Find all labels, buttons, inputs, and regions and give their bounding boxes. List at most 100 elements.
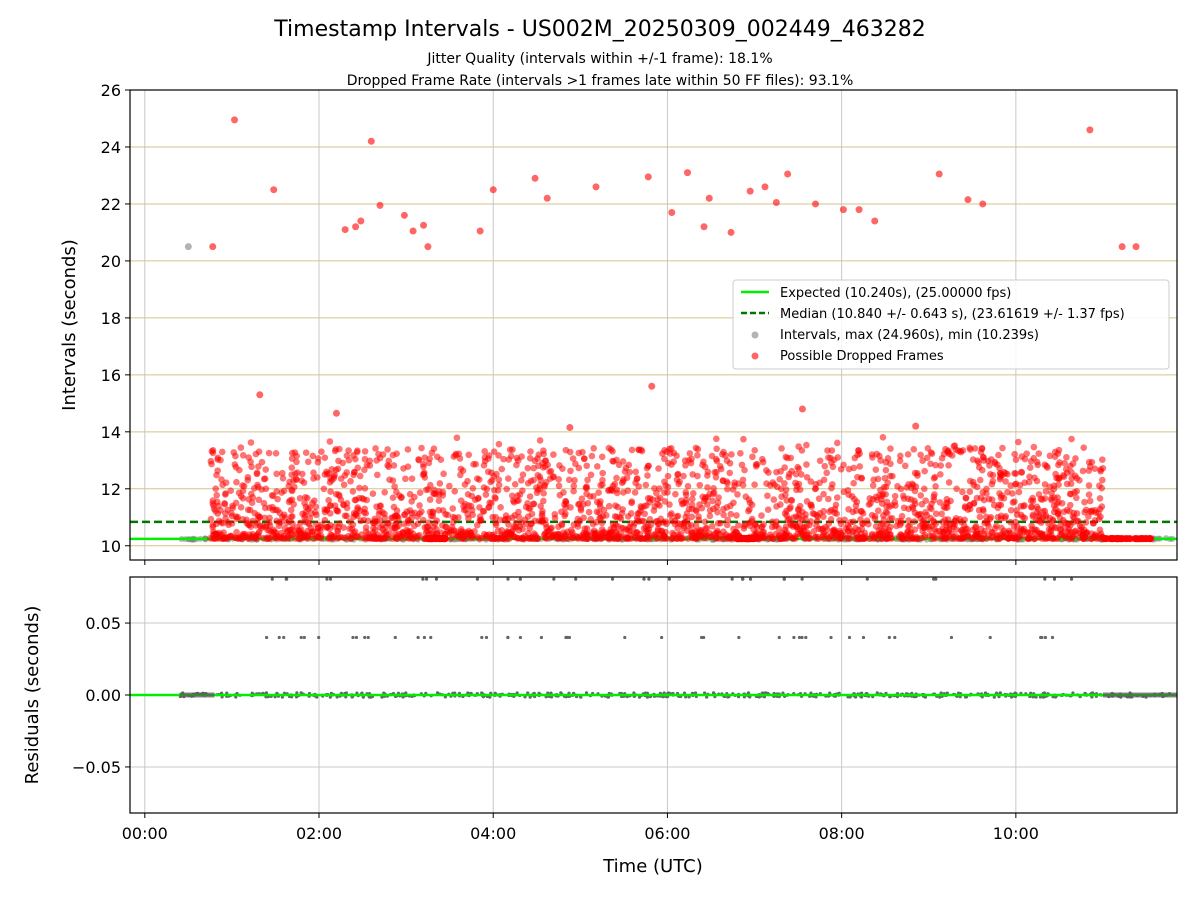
dropped-frame-point	[984, 457, 992, 465]
residual-point	[763, 691, 768, 695]
dropped-frame-point	[426, 496, 434, 503]
dropped-frame-point	[389, 514, 397, 521]
dropped-frame-point	[426, 455, 433, 462]
legend-intervals-label: Intervals, max (24.960s), min (10.239s)	[780, 328, 1039, 343]
dropped-frame-point	[502, 515, 509, 523]
outlier-point	[772, 199, 780, 207]
residual-point	[559, 691, 563, 695]
dropped-frame-point	[299, 470, 306, 478]
residual-point	[660, 635, 664, 640]
y-tick-label: 10	[101, 537, 121, 556]
dropped-frame-point	[873, 450, 881, 458]
y-tick-label: 12	[101, 480, 121, 499]
dropped-frame-point	[343, 512, 350, 520]
dropped-frame-point	[704, 484, 711, 491]
dropped-frame-point	[232, 499, 240, 507]
legend-intervals-marker	[751, 331, 759, 339]
dropped-frame-point	[416, 502, 423, 509]
dropped-frame-point	[793, 486, 800, 494]
dropped-frame-point	[863, 517, 871, 524]
dropped-frame-point	[654, 500, 661, 508]
dropped-frame-point	[769, 535, 776, 542]
dropped-frame-point	[1023, 450, 1030, 457]
dropped-frame-point	[609, 457, 616, 465]
y-tick-label: 16	[101, 366, 121, 385]
dropped-frame-point	[509, 514, 516, 521]
outlier-point	[761, 183, 769, 191]
dropped-frame-point	[789, 521, 797, 528]
dropped-frame-point	[872, 466, 880, 473]
chart-subtitle-jitter: Jitter Quality (intervals within +/-1 fr…	[426, 51, 772, 67]
dropped-frame-point	[1055, 446, 1063, 454]
dropped-frame-point	[503, 530, 511, 537]
dropped-frame-point	[1114, 535, 1122, 543]
dropped-frame-point	[279, 475, 287, 482]
dropped-frame-point	[627, 510, 635, 517]
dropped-frame-point	[1007, 518, 1014, 526]
dropped-frame-point	[1033, 503, 1041, 511]
outlier-point	[409, 227, 417, 235]
residual-point	[848, 695, 852, 699]
dropped-frame-point	[599, 481, 606, 489]
dropped-frame-point	[352, 496, 360, 504]
dropped-frame-point	[385, 463, 393, 471]
dropped-frame-point	[703, 524, 711, 532]
dropped-frame-point	[996, 490, 1003, 497]
residual-point	[1050, 635, 1055, 640]
residual-point	[800, 577, 804, 581]
dropped-frame-point	[597, 514, 605, 522]
dropped-frame-point	[877, 457, 884, 464]
dropped-frame-point	[686, 450, 694, 457]
dropped-frame-point	[577, 506, 585, 514]
dropped-frame-point	[520, 535, 527, 542]
dropped-frame-point	[421, 454, 428, 461]
dropped-frame-point	[759, 528, 766, 536]
dropped-frame-point	[664, 472, 672, 480]
dropped-frame-point	[1079, 467, 1087, 475]
dropped-frame-point	[446, 529, 453, 536]
dropped-frame-point	[678, 500, 686, 508]
dropped-frame-point	[623, 534, 630, 542]
dropped-frame-point	[272, 449, 280, 457]
dropped-frame-point	[570, 534, 577, 542]
dropped-frame-point	[980, 530, 988, 538]
residual-point	[645, 695, 650, 699]
dropped-frame-point	[381, 489, 388, 496]
dropped-frame-point	[531, 517, 539, 525]
dropped-frame-point	[689, 495, 696, 503]
dropped-frame-point	[901, 462, 909, 470]
dropped-frame-point	[978, 466, 986, 474]
dropped-frame-point	[1011, 498, 1018, 505]
dropped-frame-point	[1043, 462, 1050, 470]
dropped-frame-point	[1005, 535, 1012, 542]
residual-point	[424, 577, 429, 581]
dropped-frame-point	[494, 487, 502, 494]
dropped-frame-point	[526, 525, 533, 532]
dropped-frame-point	[891, 492, 899, 500]
dropped-frame-point	[528, 534, 536, 541]
dropped-frame-point	[408, 510, 415, 517]
dropped-frame-point	[775, 531, 783, 539]
dropped-frame-point	[987, 513, 995, 521]
dropped-frame-point	[807, 501, 814, 509]
dropped-frame-point	[752, 521, 759, 528]
dropped-frame-point	[1101, 535, 1109, 543]
dropped-frame-point	[650, 507, 658, 514]
dropped-frame-point	[618, 479, 626, 487]
residual-point	[317, 635, 321, 640]
outlier-point	[367, 137, 375, 145]
dropped-frame-point	[365, 530, 372, 538]
chart-subtitle-dropped: Dropped Frame Rate (intervals >1 frames …	[347, 73, 854, 89]
dropped-frame-point	[845, 533, 852, 541]
residual-point	[564, 635, 568, 640]
dropped-frame-point	[212, 507, 219, 515]
outlier-point	[270, 186, 278, 194]
dropped-frame-point	[430, 490, 437, 497]
dropped-frame-point	[312, 503, 320, 511]
dropped-frame-point	[470, 461, 477, 468]
dropped-frame-point	[814, 513, 821, 521]
dropped-frame-point	[593, 508, 601, 516]
dropped-frame-point	[439, 488, 447, 496]
dropped-frame-point	[820, 507, 827, 515]
outlier-point	[935, 170, 943, 178]
